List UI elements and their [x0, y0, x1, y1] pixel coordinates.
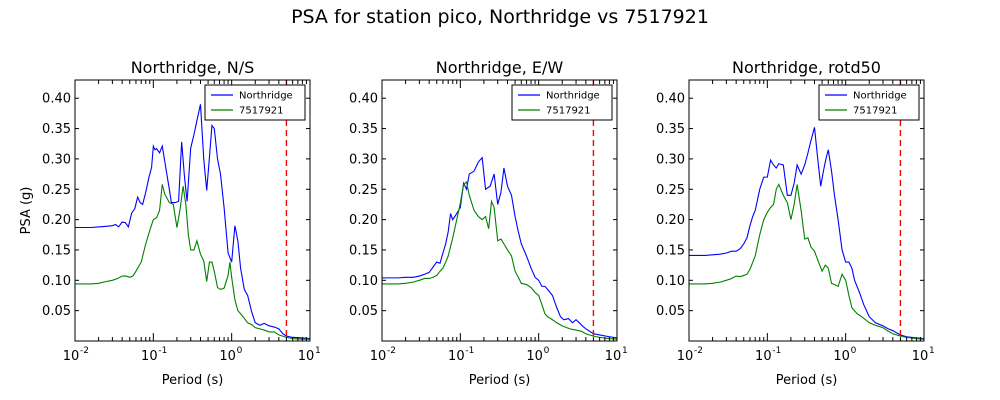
- x-tick-label-exponent: -2: [387, 346, 396, 356]
- legend-label-2: 7517921: [239, 106, 284, 117]
- y-tick-label: 0.25: [656, 183, 685, 198]
- x-tick-label: 10 -2: [370, 346, 396, 364]
- x-tick-label-exponent: 0: [544, 346, 550, 356]
- y-tick-label: 0.15: [656, 243, 685, 258]
- x-tick-label-base: 10: [526, 349, 543, 364]
- y-tick-label: 0.05: [656, 304, 685, 319]
- subplot-title: Northridge, rotd50: [732, 58, 881, 77]
- plot-frame: [381, 79, 618, 342]
- legend-box: [818, 84, 920, 121]
- series-line-1: [75, 104, 310, 340]
- x-tick-label-exponent: 1: [315, 346, 321, 356]
- x-tick-label-base: 10: [912, 349, 929, 364]
- y-tick-label: 0.05: [349, 304, 378, 319]
- x-tick-label-base: 10: [605, 349, 622, 364]
- legend: Northridge 7517921: [511, 84, 613, 121]
- subplot-3: Northridge, rotd50 0.05 0.10 0.15 0.20 0.25 0.…: [656, 58, 935, 388]
- x-tick-label: 10 -1: [448, 346, 474, 364]
- x-tick-label: 10 1: [298, 346, 321, 364]
- x-tick-label-base: 10: [448, 349, 465, 364]
- y-tick-label: 0.35: [42, 122, 71, 137]
- series-line-2: [75, 184, 310, 340]
- x-tick-label-base: 10: [833, 349, 850, 364]
- x-tick-label: 10 0: [526, 346, 549, 364]
- x-tick-label: 10 -2: [677, 346, 703, 364]
- x-tick-label: 10 -2: [63, 346, 89, 364]
- x-tick-label-base: 10: [141, 349, 158, 364]
- y-tick-label: 0.30: [349, 152, 378, 167]
- legend: Northridge 7517921: [818, 84, 920, 121]
- x-tick-label-exponent: -2: [694, 346, 703, 356]
- y-tick-label: 0.10: [349, 274, 378, 289]
- series-line-2: [382, 180, 617, 340]
- y-tick-label: 0.35: [349, 122, 378, 137]
- x-tick-label-base: 10: [370, 349, 387, 364]
- legend-label-2: 7517921: [853, 106, 898, 117]
- y-tick-label: 0.40: [656, 92, 685, 107]
- figure-suptitle: PSA for station pico, Northridge vs 7517…: [291, 6, 709, 28]
- x-tick-label-exponent: -1: [465, 346, 474, 356]
- x-tick-label-exponent: 0: [237, 346, 243, 356]
- x-axis-label: Period (s): [469, 373, 531, 388]
- y-tick-label: 0.30: [656, 152, 685, 167]
- legend-label-1: Northridge: [239, 91, 293, 102]
- x-tick-label-base: 10: [219, 349, 236, 364]
- x-tick-label: 10 0: [219, 346, 242, 364]
- y-tick-label: 0.10: [656, 274, 685, 289]
- legend-label-1: Northridge: [546, 91, 600, 102]
- y-tick-label: 0.20: [656, 213, 685, 228]
- legend-label-2: 7517921: [546, 106, 591, 117]
- y-tick-label: 0.10: [42, 274, 71, 289]
- series-line-2: [689, 183, 924, 340]
- x-tick-label-exponent: -1: [158, 346, 167, 356]
- x-tick-label-exponent: 0: [851, 346, 857, 356]
- series-line-1: [689, 127, 924, 340]
- y-axis-label: PSA (g): [19, 187, 34, 235]
- series-line-1: [382, 156, 617, 339]
- legend: Northridge 7517921: [204, 84, 306, 121]
- x-tick-label-exponent: -1: [772, 346, 781, 356]
- x-tick-label-base: 10: [755, 349, 772, 364]
- y-tick-label: 0.15: [349, 243, 378, 258]
- legend-box: [511, 84, 613, 121]
- x-tick-label-base: 10: [63, 349, 80, 364]
- x-tick-label-exponent: -2: [80, 346, 89, 356]
- x-tick-label: 10 -1: [141, 346, 167, 364]
- y-tick-label: 0.15: [42, 243, 71, 258]
- y-tick-label: 0.25: [349, 183, 378, 198]
- x-tick-label: 10 0: [833, 346, 856, 364]
- subplot-1: Northridge, N/S 0.05 0.10 0.15 0.20 0.25 0.30 0…: [19, 58, 321, 388]
- x-axis-label: Period (s): [162, 373, 224, 388]
- subplot-2: Northridge, E/W 0.05 0.10 0.15 0.20 0.25 0.30 0…: [349, 58, 628, 388]
- plot-frame: [688, 79, 925, 342]
- subplot-title: Northridge, E/W: [436, 58, 564, 77]
- y-tick-label: 0.05: [42, 304, 71, 319]
- y-tick-label: 0.30: [42, 152, 71, 167]
- y-tick-label: 0.40: [42, 92, 71, 107]
- y-tick-label: 0.20: [349, 213, 378, 228]
- x-axis-label: Period (s): [776, 373, 838, 388]
- y-tick-label: 0.20: [42, 213, 71, 228]
- subplot-title: Northridge, N/S: [131, 58, 255, 77]
- subplot-panels: Northridge, N/S 0.05 0.10 0.15 0.20 0.25 0.30 0…: [19, 58, 935, 388]
- plot-frame: [74, 79, 311, 342]
- y-tick-label: 0.25: [42, 183, 71, 198]
- x-tick-label-base: 10: [677, 349, 694, 364]
- x-tick-label-exponent: 1: [622, 346, 628, 356]
- x-tick-label: 10 -1: [755, 346, 781, 364]
- legend-box: [204, 84, 306, 121]
- y-tick-label: 0.40: [349, 92, 378, 107]
- legend-label-1: Northridge: [853, 91, 907, 102]
- y-tick-label: 0.35: [656, 122, 685, 137]
- x-tick-label: 10 1: [605, 346, 628, 364]
- x-tick-label-exponent: 1: [929, 346, 935, 356]
- x-tick-label-base: 10: [298, 349, 315, 364]
- x-tick-label: 10 1: [912, 346, 935, 364]
